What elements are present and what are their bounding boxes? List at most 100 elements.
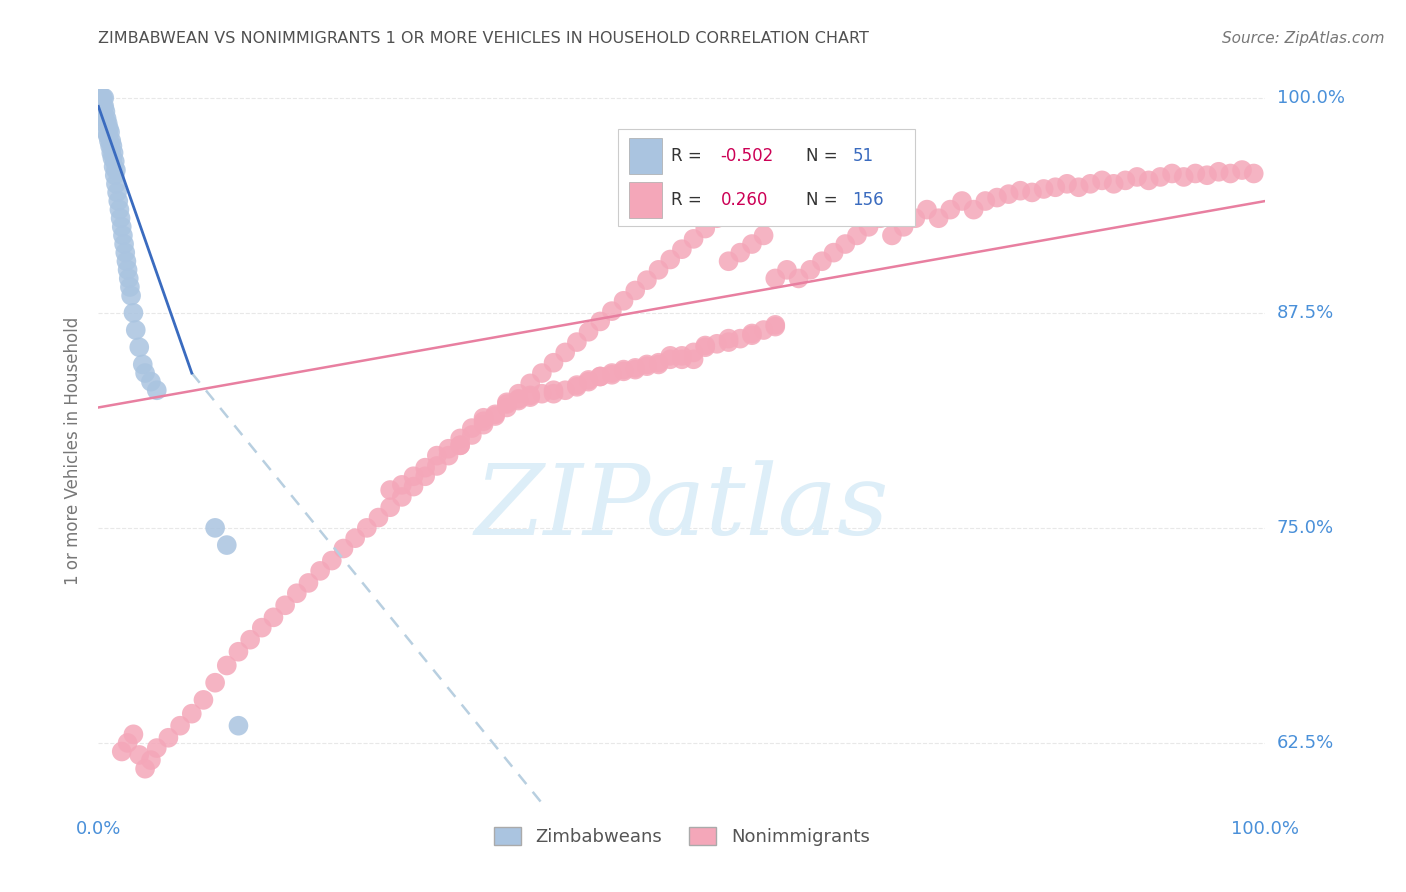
Point: [986, 190, 1008, 204]
Point: [117, 262, 139, 277]
Point: [682, 352, 704, 367]
Point: [613, 364, 636, 378]
Point: [950, 194, 973, 208]
Point: [741, 328, 763, 343]
Point: [1173, 169, 1195, 184]
Point: [413, 469, 436, 483]
Point: [90, 108, 112, 122]
Point: [94, 117, 117, 131]
Point: [97, 128, 120, 143]
Point: [380, 500, 402, 515]
Point: [565, 378, 588, 392]
Point: [578, 375, 600, 389]
Point: [101, 151, 124, 165]
Point: [776, 262, 799, 277]
Point: [613, 362, 636, 376]
Point: [974, 194, 997, 208]
Point: [858, 219, 880, 234]
Point: [1243, 166, 1265, 180]
Point: [115, 254, 138, 268]
Point: [519, 388, 541, 402]
Point: [104, 154, 127, 169]
Point: [90, 91, 112, 105]
Text: Source: ZipAtlas.com: Source: ZipAtlas.com: [1222, 31, 1385, 46]
Point: [367, 510, 389, 524]
Point: [717, 254, 740, 268]
Point: [530, 386, 553, 401]
Point: [589, 369, 612, 384]
Point: [96, 112, 118, 126]
Point: [624, 360, 647, 375]
Point: [799, 262, 821, 277]
Point: [682, 232, 704, 246]
Point: [636, 358, 658, 372]
Point: [1230, 163, 1253, 178]
Point: [274, 599, 297, 613]
Point: [600, 368, 623, 382]
Point: [543, 386, 565, 401]
Point: [380, 483, 402, 497]
Point: [97, 117, 120, 131]
Text: N =: N =: [806, 191, 842, 209]
Text: 156: 156: [852, 191, 884, 209]
Point: [811, 254, 834, 268]
Point: [880, 228, 903, 243]
Text: ZIPatlas: ZIPatlas: [475, 460, 889, 556]
Point: [100, 145, 122, 160]
Point: [101, 139, 124, 153]
Point: [647, 262, 669, 277]
Point: [1195, 168, 1218, 182]
Point: [671, 349, 693, 363]
Text: 75.0%: 75.0%: [1277, 519, 1334, 537]
Point: [98, 139, 121, 153]
Point: [928, 211, 950, 226]
Point: [519, 376, 541, 391]
Point: [449, 438, 471, 452]
FancyBboxPatch shape: [630, 138, 662, 175]
Point: [846, 228, 869, 243]
Point: [484, 407, 506, 421]
Point: [472, 410, 495, 425]
Point: [1021, 186, 1043, 200]
Point: [717, 332, 740, 346]
Point: [309, 564, 332, 578]
Point: [659, 252, 682, 267]
Point: [530, 366, 553, 380]
FancyBboxPatch shape: [630, 182, 662, 218]
Point: [543, 356, 565, 370]
Point: [1032, 182, 1054, 196]
Point: [1149, 169, 1171, 184]
Legend: Zimbabweans, Nonimmigrants: Zimbabweans, Nonimmigrants: [486, 820, 877, 854]
Point: [93, 99, 115, 113]
Point: [461, 428, 484, 442]
Text: ZIMBABWEAN VS NONIMMIGRANTS 1 OR MORE VEHICLES IN HOUSEHOLD CORRELATION CHART: ZIMBABWEAN VS NONIMMIGRANTS 1 OR MORE VE…: [98, 31, 869, 46]
Point: [204, 675, 226, 690]
Point: [91, 99, 114, 113]
Point: [741, 326, 763, 341]
Point: [706, 336, 728, 351]
Point: [111, 744, 134, 758]
Point: [449, 431, 471, 445]
Point: [146, 741, 169, 756]
Point: [671, 352, 693, 367]
Point: [787, 271, 810, 285]
Point: [1161, 166, 1184, 180]
Point: [114, 245, 136, 260]
Text: 0.260: 0.260: [720, 191, 768, 209]
Point: [105, 186, 128, 200]
Point: [578, 325, 600, 339]
Point: [1184, 166, 1206, 180]
Point: [117, 736, 139, 750]
Point: [472, 414, 495, 428]
Point: [600, 304, 623, 318]
Point: [508, 392, 530, 406]
Point: [437, 442, 460, 456]
Point: [1208, 165, 1230, 179]
Point: [228, 645, 250, 659]
Point: [752, 228, 775, 243]
Point: [659, 349, 682, 363]
Text: R =: R =: [672, 191, 707, 209]
Point: [97, 121, 120, 136]
Point: [139, 375, 162, 389]
Point: [519, 390, 541, 404]
